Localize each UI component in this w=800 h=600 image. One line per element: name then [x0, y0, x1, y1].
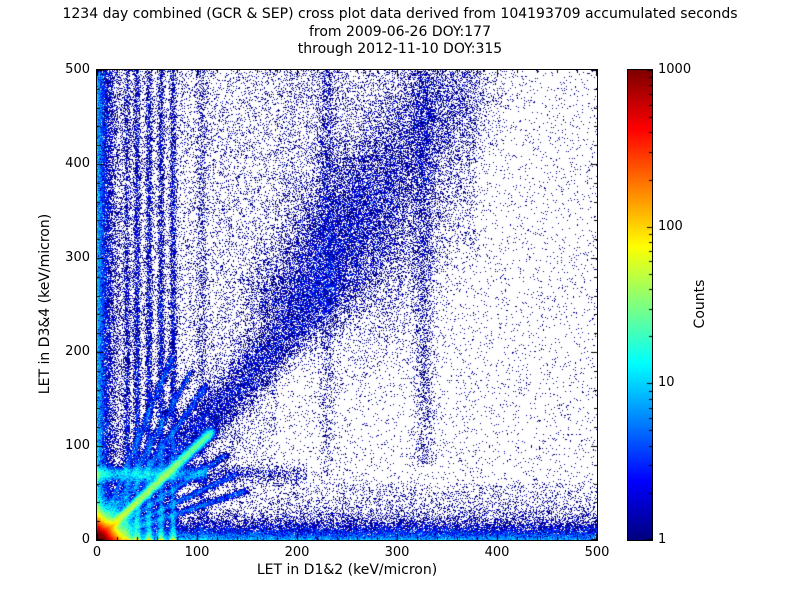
y-axis-label: LET in D3&4 (keV/micron) — [37, 213, 53, 395]
y-tick-300: 300 — [65, 250, 90, 265]
crossplot-heatmap — [97, 70, 597, 540]
colorbar — [627, 69, 653, 541]
cbar-tick-100: 100 — [658, 219, 683, 234]
colorbar-label: Counts — [692, 279, 708, 329]
plot-title-line1: 1234 day combined (GCR & SEP) cross plot… — [62, 6, 738, 22]
x-tick-0: 0 — [92, 545, 102, 560]
x-tick-500: 500 — [584, 545, 610, 560]
y-tick-400: 400 — [65, 156, 90, 171]
cbar-tick-1000: 1000 — [658, 62, 692, 77]
y-tick-0: 0 — [81, 532, 90, 547]
plot-title-line2: from 2009-06-26 DOY:177 — [308, 24, 491, 40]
x-tick-400: 400 — [484, 545, 510, 560]
x-tick-200: 200 — [284, 545, 310, 560]
plot-title-line3: through 2012-11-10 DOY:315 — [297, 41, 503, 57]
cbar-tick-1: 1 — [658, 532, 667, 547]
y-tick-200: 200 — [65, 344, 90, 359]
x-tick-300: 300 — [384, 545, 410, 560]
y-tick-500: 500 — [65, 62, 90, 77]
colorbar-gradient — [628, 70, 652, 540]
x-axis-label: LET in D1&2 (keV/micron) — [256, 562, 438, 578]
y-tick-100: 100 — [65, 438, 90, 453]
plot-area — [96, 69, 598, 541]
x-tick-100: 100 — [184, 545, 210, 560]
cbar-tick-10: 10 — [658, 375, 675, 390]
